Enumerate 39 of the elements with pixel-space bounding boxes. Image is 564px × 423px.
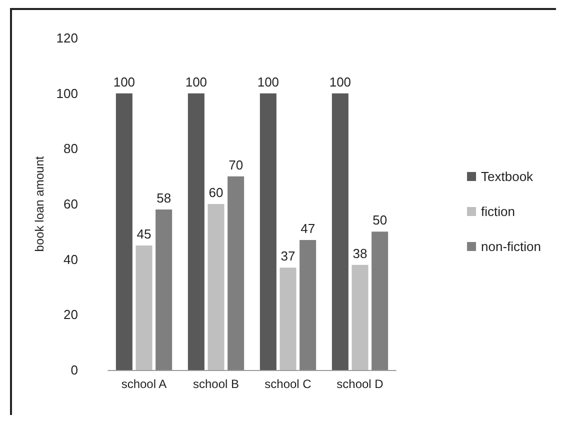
legend-label: Textbook bbox=[481, 169, 534, 184]
y-tick-label: 40 bbox=[64, 252, 78, 267]
y-axis-title: book loan amount bbox=[32, 156, 46, 252]
bar bbox=[352, 264, 368, 370]
legend-label: fiction bbox=[481, 204, 515, 219]
data-label: 50 bbox=[372, 212, 388, 228]
data-label: 100 bbox=[113, 74, 136, 90]
bar bbox=[228, 176, 244, 370]
y-tick-label: 0 bbox=[70, 362, 78, 378]
bar bbox=[280, 268, 296, 370]
bar bbox=[116, 93, 132, 370]
data-label: 70 bbox=[228, 157, 244, 172]
bar bbox=[372, 232, 388, 370]
bar bbox=[332, 93, 348, 370]
y-tick-label: 120 bbox=[56, 30, 78, 46]
bar bbox=[188, 93, 204, 370]
data-label: 100 bbox=[185, 74, 208, 90]
y-tick-label: 20 bbox=[64, 307, 78, 322]
x-tick-label: school B bbox=[192, 377, 240, 391]
x-tick-label: school D bbox=[336, 377, 384, 391]
data-label: 38 bbox=[352, 246, 368, 261]
bar bbox=[300, 240, 316, 370]
bar bbox=[260, 93, 276, 370]
x-tick-label: school A bbox=[121, 377, 167, 391]
legend-label: non-fiction bbox=[481, 239, 542, 254]
x-tick-label: school C bbox=[264, 377, 312, 391]
bar bbox=[136, 246, 152, 370]
data-label: 47 bbox=[300, 220, 316, 236]
data-label: 45 bbox=[136, 226, 152, 242]
data-label: 37 bbox=[280, 248, 296, 264]
data-label: 100 bbox=[329, 74, 352, 90]
y-tick-label: 100 bbox=[56, 86, 78, 101]
data-label: 100 bbox=[257, 74, 280, 90]
bar bbox=[208, 204, 224, 370]
data-label: 60 bbox=[208, 185, 224, 200]
y-tick-label: 80 bbox=[64, 141, 78, 156]
bar bbox=[156, 210, 172, 370]
y-tick-label: 60 bbox=[64, 196, 78, 212]
data-label: 58 bbox=[156, 190, 172, 206]
